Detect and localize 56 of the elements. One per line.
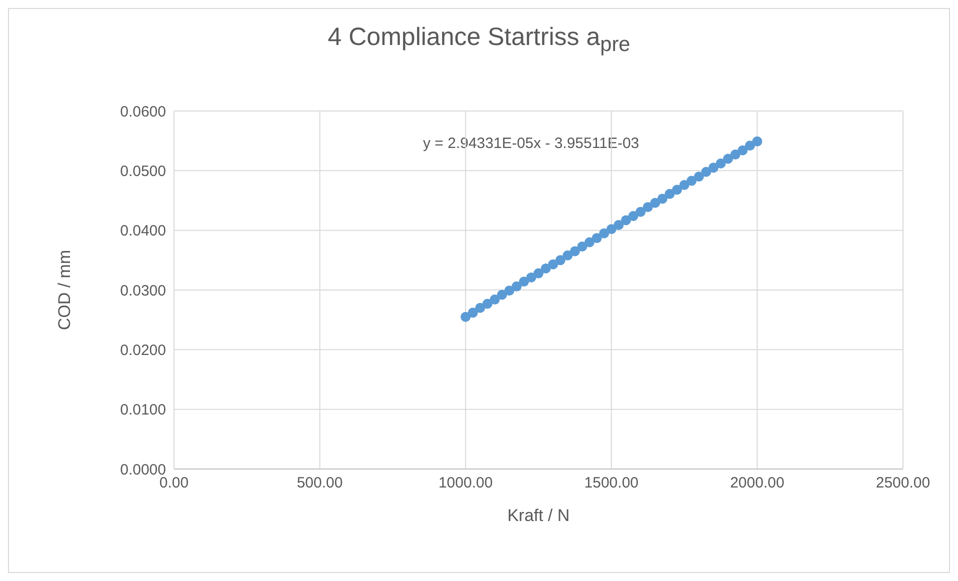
point bbox=[534, 268, 544, 278]
point bbox=[592, 233, 602, 244]
x-tick-label: 2000.00 bbox=[730, 474, 784, 492]
point bbox=[730, 150, 740, 160]
point bbox=[504, 286, 514, 296]
point bbox=[672, 184, 682, 195]
point bbox=[555, 255, 566, 266]
point bbox=[475, 302, 486, 313]
point bbox=[657, 194, 668, 204]
point bbox=[497, 290, 508, 300]
point bbox=[577, 241, 588, 252]
point bbox=[468, 308, 478, 318]
y-tick-label: 0.0400 bbox=[120, 222, 166, 240]
point bbox=[490, 294, 500, 305]
point bbox=[606, 224, 616, 234]
annotation: y = 2.94331E-05x - 3.95511E-03 bbox=[423, 135, 640, 152]
point bbox=[526, 272, 536, 282]
y-tick-label: 0.0300 bbox=[120, 282, 166, 300]
point bbox=[599, 228, 610, 238]
point bbox=[512, 281, 522, 292]
point bbox=[636, 206, 646, 217]
point bbox=[723, 154, 734, 164]
point bbox=[664, 188, 675, 199]
point bbox=[620, 215, 631, 226]
x-tick-label: 2500.00 bbox=[876, 474, 930, 492]
point bbox=[540, 264, 551, 274]
point bbox=[548, 259, 558, 270]
point bbox=[752, 136, 762, 146]
point bbox=[708, 162, 718, 173]
point bbox=[518, 276, 529, 287]
chart-title: 4 Compliance Startriss a$_{pre}$ bbox=[326, 23, 632, 57]
point bbox=[686, 176, 697, 186]
point bbox=[694, 172, 704, 182]
point bbox=[570, 246, 580, 256]
point bbox=[482, 298, 492, 309]
point bbox=[701, 166, 712, 177]
y-tick-label: 0.0100 bbox=[120, 402, 166, 419]
point bbox=[614, 220, 624, 230]
point bbox=[744, 140, 755, 151]
x-tick-label: 500.00 bbox=[296, 474, 343, 492]
point bbox=[562, 250, 573, 260]
y-tick-label: 0.0200 bbox=[120, 342, 166, 359]
x-axis-title: Kraft / N bbox=[507, 506, 570, 525]
point bbox=[650, 198, 660, 208]
y-tick-label: 0.0500 bbox=[120, 162, 166, 180]
point bbox=[679, 180, 690, 190]
x-tick-label: 1500.00 bbox=[584, 474, 639, 492]
point bbox=[584, 237, 595, 248]
y-tick-label: 0.0600 bbox=[120, 103, 166, 120]
point bbox=[738, 145, 748, 156]
x-tick-label: 1000.00 bbox=[438, 474, 493, 492]
point bbox=[642, 202, 653, 212]
point bbox=[716, 158, 726, 169]
y-axis-title: COD / mm bbox=[55, 250, 74, 330]
point bbox=[460, 312, 471, 322]
point bbox=[628, 211, 638, 222]
